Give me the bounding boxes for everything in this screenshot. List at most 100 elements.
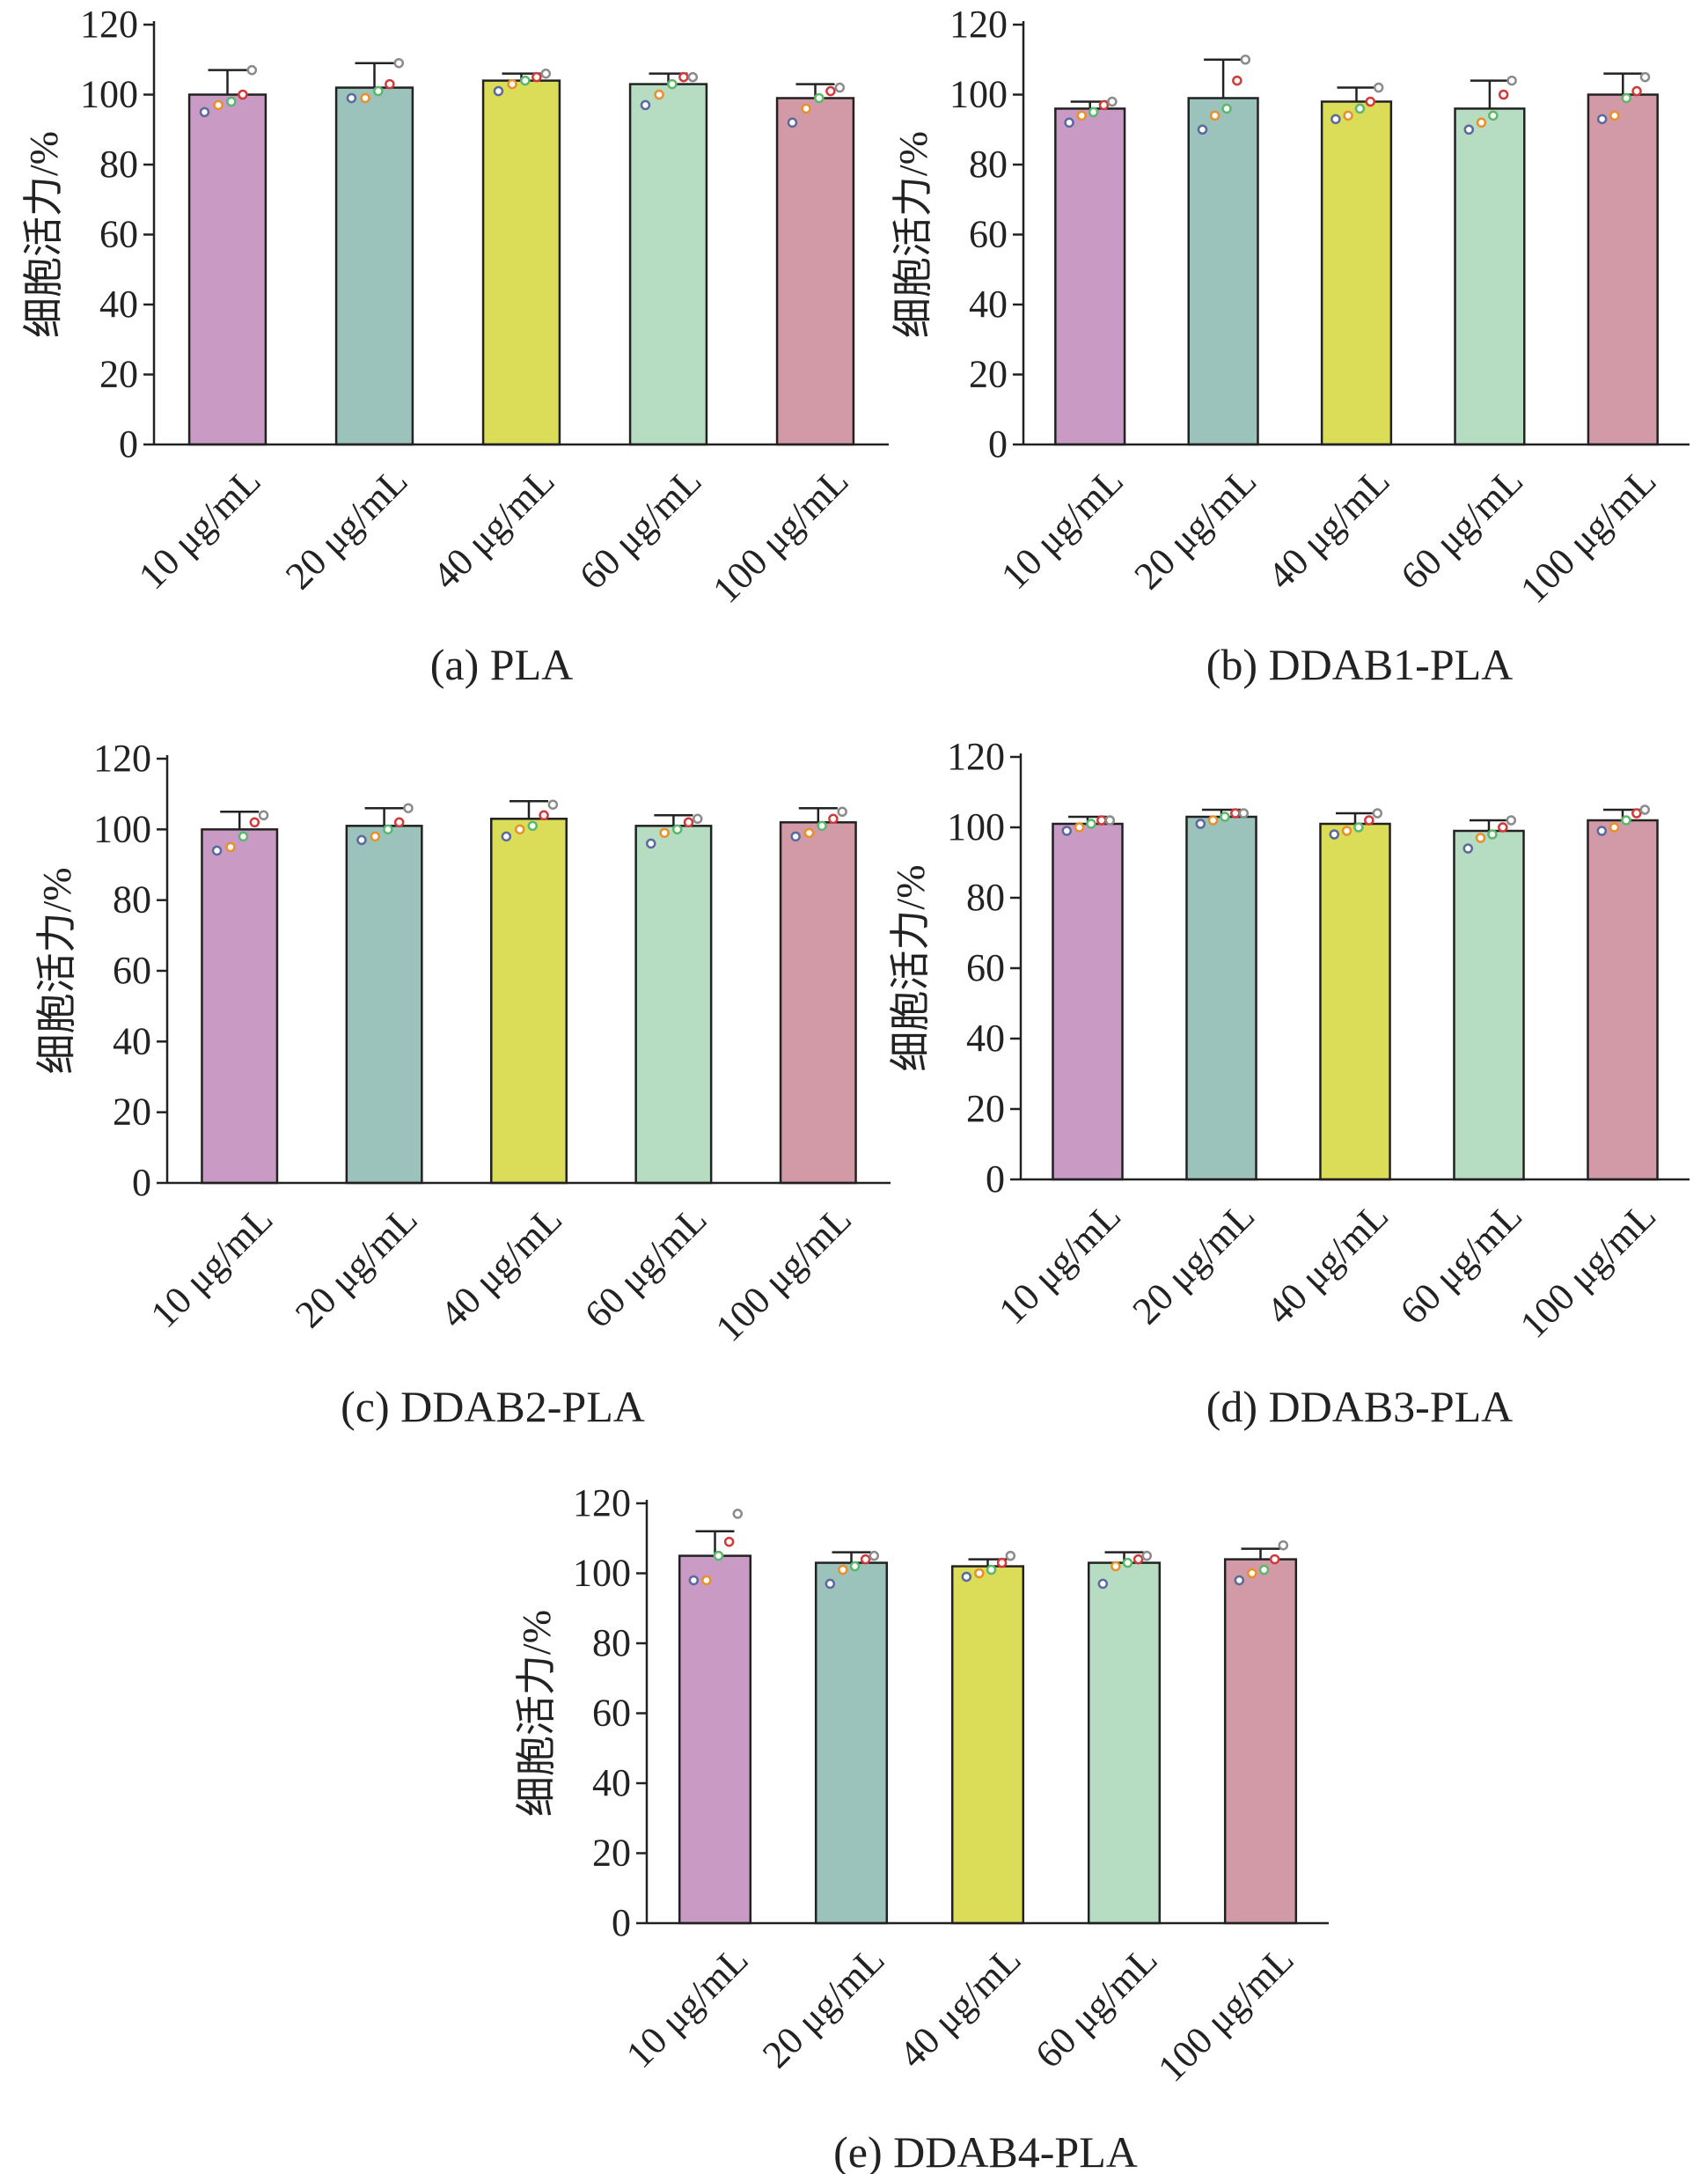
x-tick-label-1: 10 μg/mL — [130, 459, 269, 598]
y-tick-label-120: 120 — [93, 737, 151, 780]
data-point-2-3 — [373, 85, 384, 97]
panel-caption: (c) DDAB2-PLA — [341, 1382, 645, 1431]
data-point-3-1 — [493, 85, 504, 97]
x-tick-label-4: 60 μg/mL — [1027, 1937, 1166, 2076]
data-point-5-5 — [837, 806, 847, 817]
bar-2 — [814, 1561, 889, 1925]
y-tick-label-60: 60 — [592, 1692, 631, 1735]
bar-2 — [345, 825, 423, 1185]
bar-4 — [1087, 1561, 1162, 1925]
y-tick-label-40: 40 — [113, 1019, 151, 1062]
data-point-1-4 — [249, 817, 260, 828]
bar-2 — [334, 86, 414, 446]
data-point-1-3 — [713, 1550, 724, 1561]
data-point-4-4 — [1133, 1553, 1144, 1565]
data-point-4-2 — [1475, 833, 1486, 843]
data-point-3-2 — [974, 1568, 985, 1579]
data-point-2-2 — [360, 92, 370, 104]
bar-2 — [1187, 97, 1259, 446]
data-point-5-4 — [1631, 85, 1642, 97]
data-point-4-1 — [1463, 124, 1475, 135]
data-point-1-3 — [1088, 106, 1099, 118]
data-point-5-4 — [1631, 808, 1642, 819]
y-tick-label-100: 100 — [947, 805, 1005, 848]
x-tick-label-4: 60 μg/mL — [576, 1197, 715, 1336]
x-tick-label-1: 10 μg/mL — [618, 1937, 757, 2076]
data-point-3-5 — [1373, 82, 1384, 93]
data-point-3-1 — [1330, 114, 1341, 125]
x-tick-label-3: 40 μg/mL — [424, 459, 563, 598]
data-point-4-4 — [683, 817, 694, 828]
bar-5 — [1223, 1558, 1298, 1925]
bar-4 — [1454, 107, 1526, 446]
data-point-2-5 — [393, 57, 405, 69]
bar-1 — [678, 1554, 752, 1925]
x-tick-label-4: 60 μg/mL — [1392, 1193, 1531, 1333]
data-point-1-4 — [723, 1536, 735, 1547]
y-tick-label-20: 20 — [966, 1087, 1005, 1130]
bar-3 — [950, 1565, 1025, 1925]
data-point-4-5 — [1141, 1550, 1153, 1561]
data-point-5-2 — [1609, 110, 1620, 121]
bar-1 — [1054, 107, 1126, 446]
data-point-5-5 — [1278, 1539, 1289, 1551]
data-point-3-4 — [539, 810, 549, 821]
data-point-3-5 — [540, 68, 552, 79]
data-point-2-2 — [838, 1564, 848, 1575]
x-tick-label-2: 20 μg/mL — [1125, 1193, 1264, 1333]
y-tick-label-60: 60 — [99, 213, 138, 256]
y-tick-label-120: 120 — [573, 1481, 631, 1524]
y-tick-label-120: 120 — [947, 735, 1005, 778]
data-point-4-4 — [1498, 89, 1509, 100]
data-point-5-5 — [1639, 804, 1651, 815]
panel-caption: (e) DDAB4-PLA — [833, 2127, 1138, 2174]
data-point-3-4 — [1364, 815, 1374, 826]
y-tick-label-0: 0 — [612, 1901, 631, 1944]
x-tick-label-2: 20 μg/mL — [287, 1197, 426, 1336]
data-point-5-2 — [1247, 1568, 1257, 1579]
data-point-2-3 — [1221, 103, 1232, 114]
x-tick-label-2: 20 μg/mL — [277, 459, 416, 598]
data-point-2-5 — [403, 803, 414, 813]
data-point-1-3 — [238, 831, 249, 842]
data-point-5-1 — [1596, 114, 1608, 125]
y-tick-label-20: 20 — [592, 1832, 631, 1875]
data-point-2-5 — [1240, 55, 1251, 65]
data-point-5-1 — [1234, 1575, 1245, 1586]
bar-3 — [1320, 100, 1393, 446]
panel-caption: (a) PLA — [430, 640, 573, 689]
data-point-1-4 — [1098, 99, 1110, 111]
data-point-5-3 — [817, 820, 827, 832]
data-point-3-3 — [527, 820, 539, 832]
bar-3 — [1319, 822, 1391, 1181]
x-tick-label-4: 60 μg/mL — [1392, 459, 1531, 598]
y-tick-label-120: 120 — [949, 3, 1008, 46]
data-point-2-4 — [385, 78, 395, 90]
data-point-1-4 — [1096, 815, 1107, 826]
data-point-4-1 — [1462, 843, 1474, 854]
data-point-2-1 — [825, 1578, 836, 1590]
y-tick-label-40: 40 — [99, 283, 138, 326]
x-tick-label-4: 60 μg/mL — [571, 459, 710, 598]
y-tick-label-0: 0 — [986, 1157, 1005, 1201]
data-point-1-2 — [1074, 822, 1085, 833]
data-point-1-2 — [1076, 110, 1088, 121]
data-point-2-1 — [1197, 124, 1208, 135]
data-point-2-4 — [393, 817, 405, 828]
data-point-1-1 — [199, 106, 210, 118]
bar-5 — [779, 821, 857, 1185]
x-tick-label-3: 40 μg/mL — [1259, 459, 1398, 598]
data-point-3-5 — [547, 799, 559, 810]
y-tick-label-40: 40 — [966, 1017, 1005, 1060]
bar-4 — [628, 83, 708, 446]
data-point-4-3 — [1488, 110, 1499, 121]
y-tick-label-0: 0 — [988, 422, 1008, 466]
data-point-4-5 — [687, 71, 699, 83]
y-tick-label-60: 60 — [969, 213, 1008, 256]
data-point-4-5 — [693, 813, 703, 825]
data-point-2-5 — [869, 1550, 880, 1561]
panel-caption: (d) DDAB3-PLA — [1206, 1382, 1514, 1431]
y-tick-label-40: 40 — [592, 1761, 631, 1804]
data-point-1-1 — [211, 845, 223, 856]
data-point-4-1 — [640, 99, 651, 111]
